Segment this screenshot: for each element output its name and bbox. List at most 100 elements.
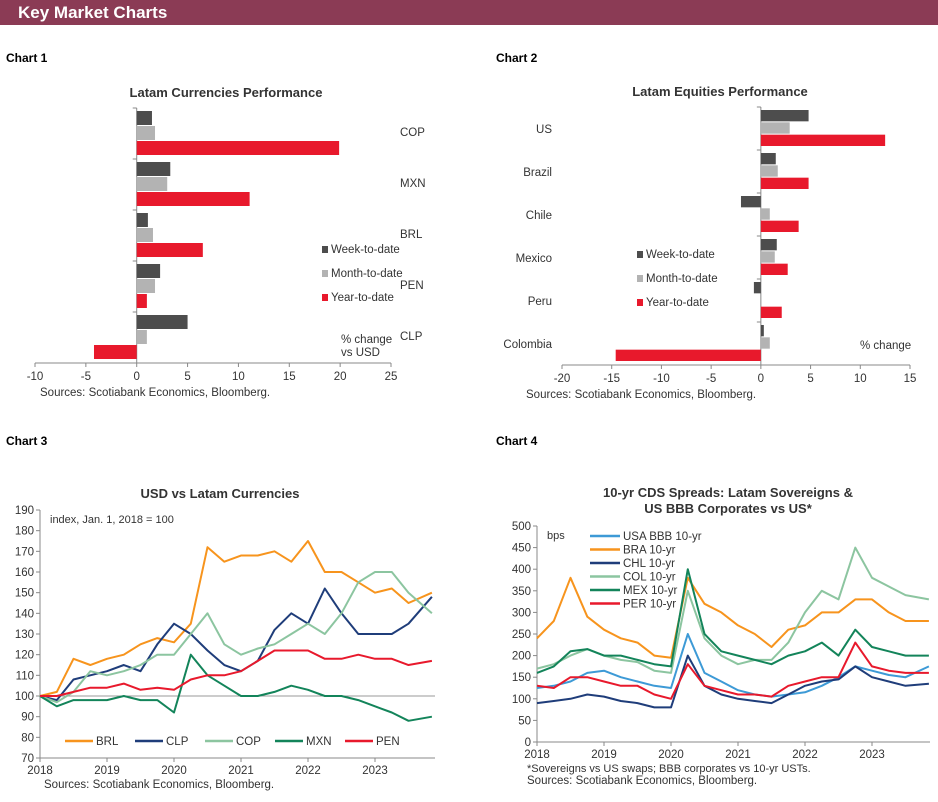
legend-label: PER 10-yr — [623, 599, 676, 611]
y-tick-label: 90 — [21, 712, 34, 724]
legend-label: CHL 10-yr — [623, 558, 675, 570]
legend-label: COL 10-yr — [623, 572, 676, 584]
x-tick-label: 2019 — [591, 749, 617, 761]
series-line-per — [536, 641, 929, 700]
series-line-brl — [39, 540, 433, 697]
y-tick-label: 200 — [512, 651, 531, 663]
category-label: US — [536, 124, 552, 136]
bar-mxn-2 — [136, 192, 250, 206]
y-tick-label: 190 — [15, 505, 34, 517]
bar-chile-1 — [760, 208, 770, 220]
y-tick-label: 160 — [15, 567, 34, 579]
bar-pen-2 — [136, 294, 147, 308]
category-label: MXN — [400, 178, 426, 190]
annotation: % change — [860, 340, 911, 352]
x-tick-label: 15 — [283, 371, 296, 383]
y-tick-label: 140 — [15, 608, 34, 620]
x-tick-label: -10 — [653, 373, 670, 385]
y-tick-label: 300 — [512, 607, 531, 619]
x-tick-label: 2021 — [725, 749, 751, 761]
x-tick-label: 10 — [232, 371, 245, 383]
bar-brl-2 — [136, 243, 203, 257]
legend-label: BRL — [96, 736, 119, 748]
bar-chile-0 — [740, 196, 761, 208]
legend-swatch — [637, 251, 643, 258]
source-note: Sources: Scotiabank Economics, Bloomberg… — [40, 387, 270, 399]
legend-label: PEN — [376, 736, 400, 748]
bar-mexico-2 — [760, 263, 788, 275]
bar-us-1 — [760, 122, 790, 134]
bar-peru-2 — [760, 306, 782, 318]
chart-title: 10-yr CDS Spreads: Latam Sovereigns & — [603, 485, 853, 500]
x-tick-label: 0 — [758, 373, 764, 385]
bar-brl-1 — [136, 228, 153, 242]
x-tick-label: 2021 — [228, 765, 254, 777]
bar-pen-0 — [136, 264, 161, 278]
x-tick-label: 15 — [904, 373, 917, 385]
y-tick-label: 100 — [512, 694, 531, 706]
x-tick-label: 5 — [184, 371, 190, 383]
x-tick-label: 20 — [334, 371, 347, 383]
series-line-mxn — [39, 653, 433, 722]
bar-peru-0 — [753, 282, 761, 294]
category-label: Brazil — [523, 167, 552, 179]
legend-label: CLP — [166, 736, 189, 748]
y-tick-label: 150 — [512, 672, 531, 684]
y-tick-label: 350 — [512, 586, 531, 598]
legend-swatch — [637, 275, 643, 282]
annotation: % change — [341, 334, 392, 346]
series-line-clp — [39, 587, 433, 702]
x-tick-label: 2022 — [792, 749, 818, 761]
chart-3-label: Chart 3 — [6, 434, 48, 448]
bar-clp-1 — [136, 330, 147, 344]
bar-mexico-0 — [760, 239, 777, 251]
bar-us-0 — [760, 110, 809, 122]
category-label: Colombia — [503, 339, 552, 351]
bar-pen-1 — [136, 279, 156, 293]
bar-mxn-1 — [136, 177, 168, 191]
source-note: Sources: Scotiabank Economics, Bloomberg… — [527, 775, 757, 787]
y-tick-label: 150 — [15, 588, 34, 600]
legend-swatch — [322, 294, 328, 301]
source-note: Sources: Scotiabank Economics, Bloomberg… — [44, 779, 274, 791]
chart-1-label: Chart 1 — [6, 51, 48, 65]
legend-swatch — [637, 299, 643, 306]
x-tick-label: 2022 — [295, 765, 321, 777]
x-tick-label: -5 — [81, 371, 91, 383]
y-axis-label: bps — [547, 530, 565, 542]
legend-label: Week-to-date — [331, 244, 400, 256]
category-label: Mexico — [516, 253, 552, 265]
category-label: COP — [400, 127, 425, 139]
annotation: vs USD — [341, 347, 380, 359]
bar-brazil-1 — [760, 165, 778, 177]
category-label: Chile — [526, 210, 552, 222]
chart-title: USD vs Latam Currencies — [141, 486, 300, 501]
y-tick-label: 500 — [512, 521, 531, 533]
x-tick-label: 0 — [134, 371, 140, 383]
category-label: CLP — [400, 331, 423, 343]
chart-2-label: Chart 2 — [496, 51, 538, 65]
x-tick-label: 10 — [854, 373, 867, 385]
y-tick-label: 50 — [518, 715, 531, 727]
bar-colombia-0 — [760, 325, 764, 337]
footnote: *Sovereigns vs US swaps; BBB corporates … — [527, 763, 811, 775]
category-label: BRL — [400, 229, 423, 241]
x-tick-label: -20 — [554, 373, 571, 385]
series-line-cop — [39, 571, 433, 704]
bar-cop-0 — [136, 111, 152, 125]
x-tick-label: -5 — [706, 373, 716, 385]
header-title: Key Market Charts — [0, 0, 938, 25]
y-tick-label: 130 — [15, 629, 34, 641]
bar-us-2 — [760, 134, 886, 146]
bar-brazil-0 — [760, 153, 776, 165]
y-tick-label: 180 — [15, 526, 34, 538]
bar-cop-2 — [136, 141, 340, 155]
chart-4-label: Chart 4 — [496, 434, 538, 448]
bar-colombia-1 — [760, 337, 770, 349]
legend-swatch — [322, 246, 328, 253]
y-tick-label: 70 — [21, 753, 34, 765]
bar-cop-1 — [136, 126, 156, 140]
